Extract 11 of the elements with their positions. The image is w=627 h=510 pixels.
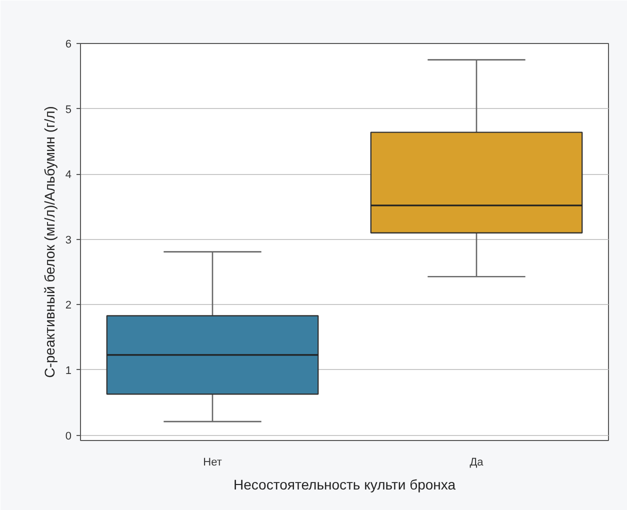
y-tick-label: 4 — [65, 169, 72, 182]
y-tick-label: 0 — [65, 430, 72, 442]
y-tick-label: 6 — [65, 38, 72, 50]
x-axis-title: Несостоятельность культи бронха — [233, 476, 456, 492]
x-tick-label: Да — [470, 456, 484, 468]
y-axis-title: С-реактивный белок (мг/л)/Альбумин (г/л) — [41, 106, 58, 378]
y-tick-label: 1 — [65, 364, 72, 377]
y-tick-label: 3 — [65, 234, 72, 246]
y-tick-label: 5 — [65, 104, 72, 116]
x-tick-label: Нет — [203, 456, 222, 468]
y-tick-label: 2 — [65, 300, 72, 312]
